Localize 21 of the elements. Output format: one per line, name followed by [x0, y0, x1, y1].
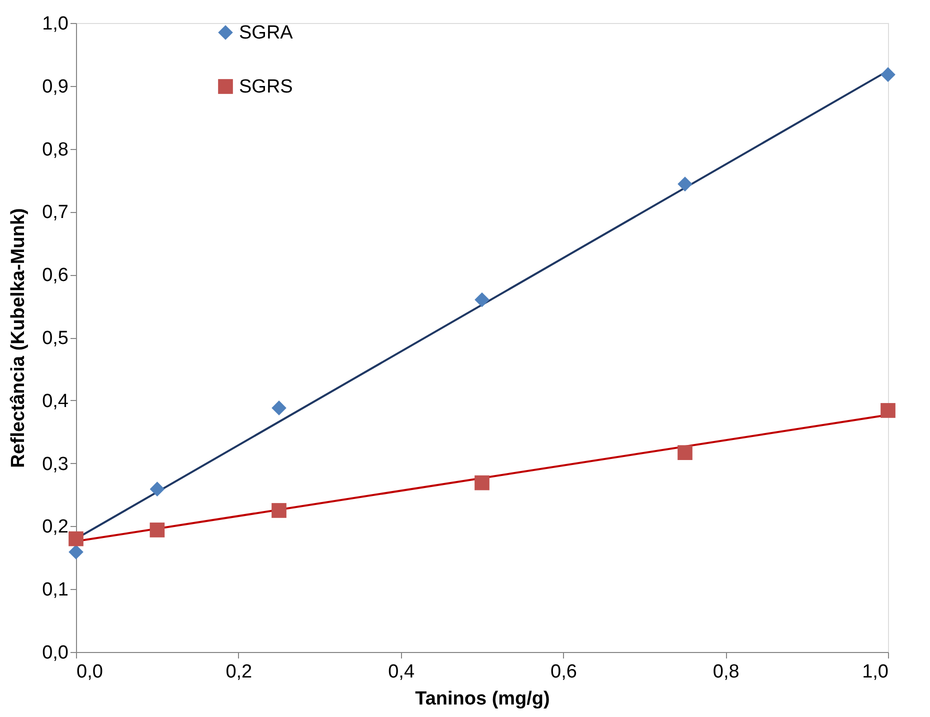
y-tick-label: 0,8 — [42, 139, 68, 160]
x-tick-label: 0,6 — [550, 662, 577, 682]
y-tick-label: 0,5 — [42, 328, 68, 349]
x-tick-label: 0,0 — [76, 662, 103, 682]
y-axis-title: Reflectância (Kubelka-Munk) — [8, 208, 30, 468]
y-tick-label: 0,6 — [42, 265, 68, 286]
x-tick-label: 0,2 — [226, 662, 252, 682]
x-tick-label: 0,8 — [712, 662, 740, 682]
legend-label: SGRA — [239, 22, 294, 44]
y-tick-label: 1,0 — [42, 14, 68, 34]
y-tick-label: 0,3 — [42, 454, 68, 475]
y-tick-label: 0,9 — [42, 76, 68, 98]
x-tick-label: 0,4 — [388, 662, 415, 682]
y-tick-label: 0,7 — [42, 202, 68, 224]
y-tick-label: 0,0 — [42, 642, 68, 664]
legend-label: SGRS — [239, 76, 293, 98]
x-axis-title: Taninos (mg/g) — [415, 688, 550, 710]
y-tick-label: 0,1 — [42, 580, 68, 601]
y-tick-label: 0,4 — [42, 390, 69, 412]
x-tick-label: 1,0 — [862, 662, 888, 682]
y-tick-label: 0,2 — [42, 516, 68, 538]
